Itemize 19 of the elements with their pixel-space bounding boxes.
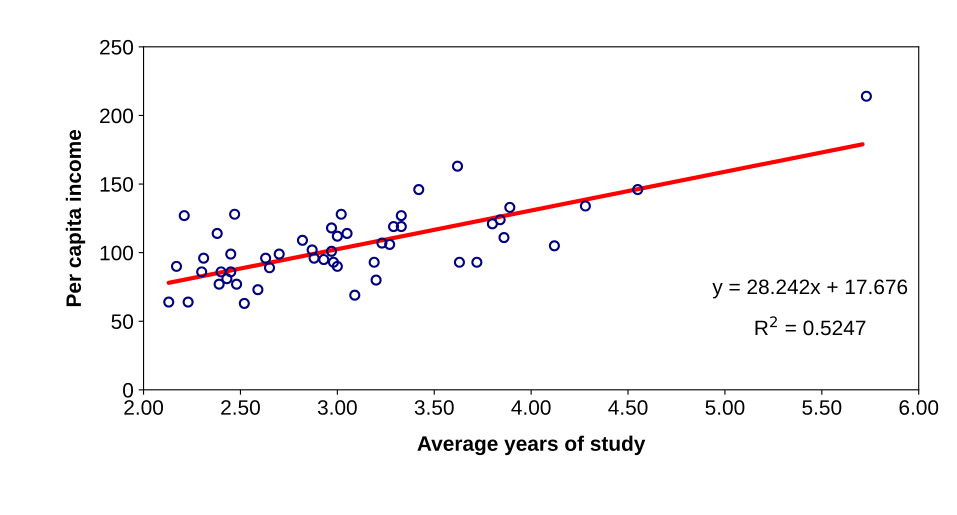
- y-tick-label: 100: [100, 246, 134, 260]
- x-tick-label: 6.00: [900, 400, 938, 415]
- y-tick-label: 250: [100, 40, 134, 55]
- x-tick-label: 5.50: [802, 400, 842, 415]
- x-tick-label: 3.00: [318, 400, 357, 415]
- y-tick-label: 150: [100, 177, 134, 192]
- x-tick-label: 3.50: [414, 400, 454, 415]
- x-tick-label: 2.00: [124, 400, 164, 415]
- x-tick-label: 4.00: [511, 400, 551, 415]
- y-tick-label: 50: [111, 314, 134, 330]
- x-tick-label: 5.00: [705, 400, 744, 415]
- annotation: y = 28.242x + 17.676: [712, 280, 908, 298]
- y-tick-label: 0: [123, 382, 134, 398]
- x-axis-title: Average years of study: [417, 436, 646, 456]
- y-tick-label: 200: [100, 108, 134, 124]
- x-tick-label: 2.50: [221, 400, 260, 415]
- x-tick-label: 4.50: [608, 400, 648, 415]
- annotation: R$^{2}$ = 0.5247: [756, 316, 866, 336]
- y-axis-title: Per capita income: [66, 130, 86, 306]
